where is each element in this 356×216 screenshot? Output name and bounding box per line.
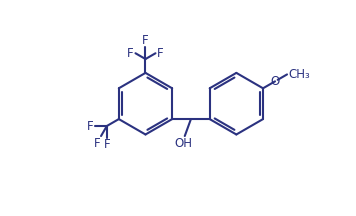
Text: F: F — [104, 138, 110, 151]
Text: OH: OH — [174, 137, 192, 150]
Text: CH₃: CH₃ — [289, 68, 310, 81]
Text: F: F — [87, 119, 94, 133]
Text: F: F — [94, 137, 100, 150]
Text: F: F — [127, 47, 134, 60]
Text: F: F — [157, 47, 164, 60]
Text: O: O — [271, 75, 280, 88]
Text: F: F — [142, 34, 149, 47]
